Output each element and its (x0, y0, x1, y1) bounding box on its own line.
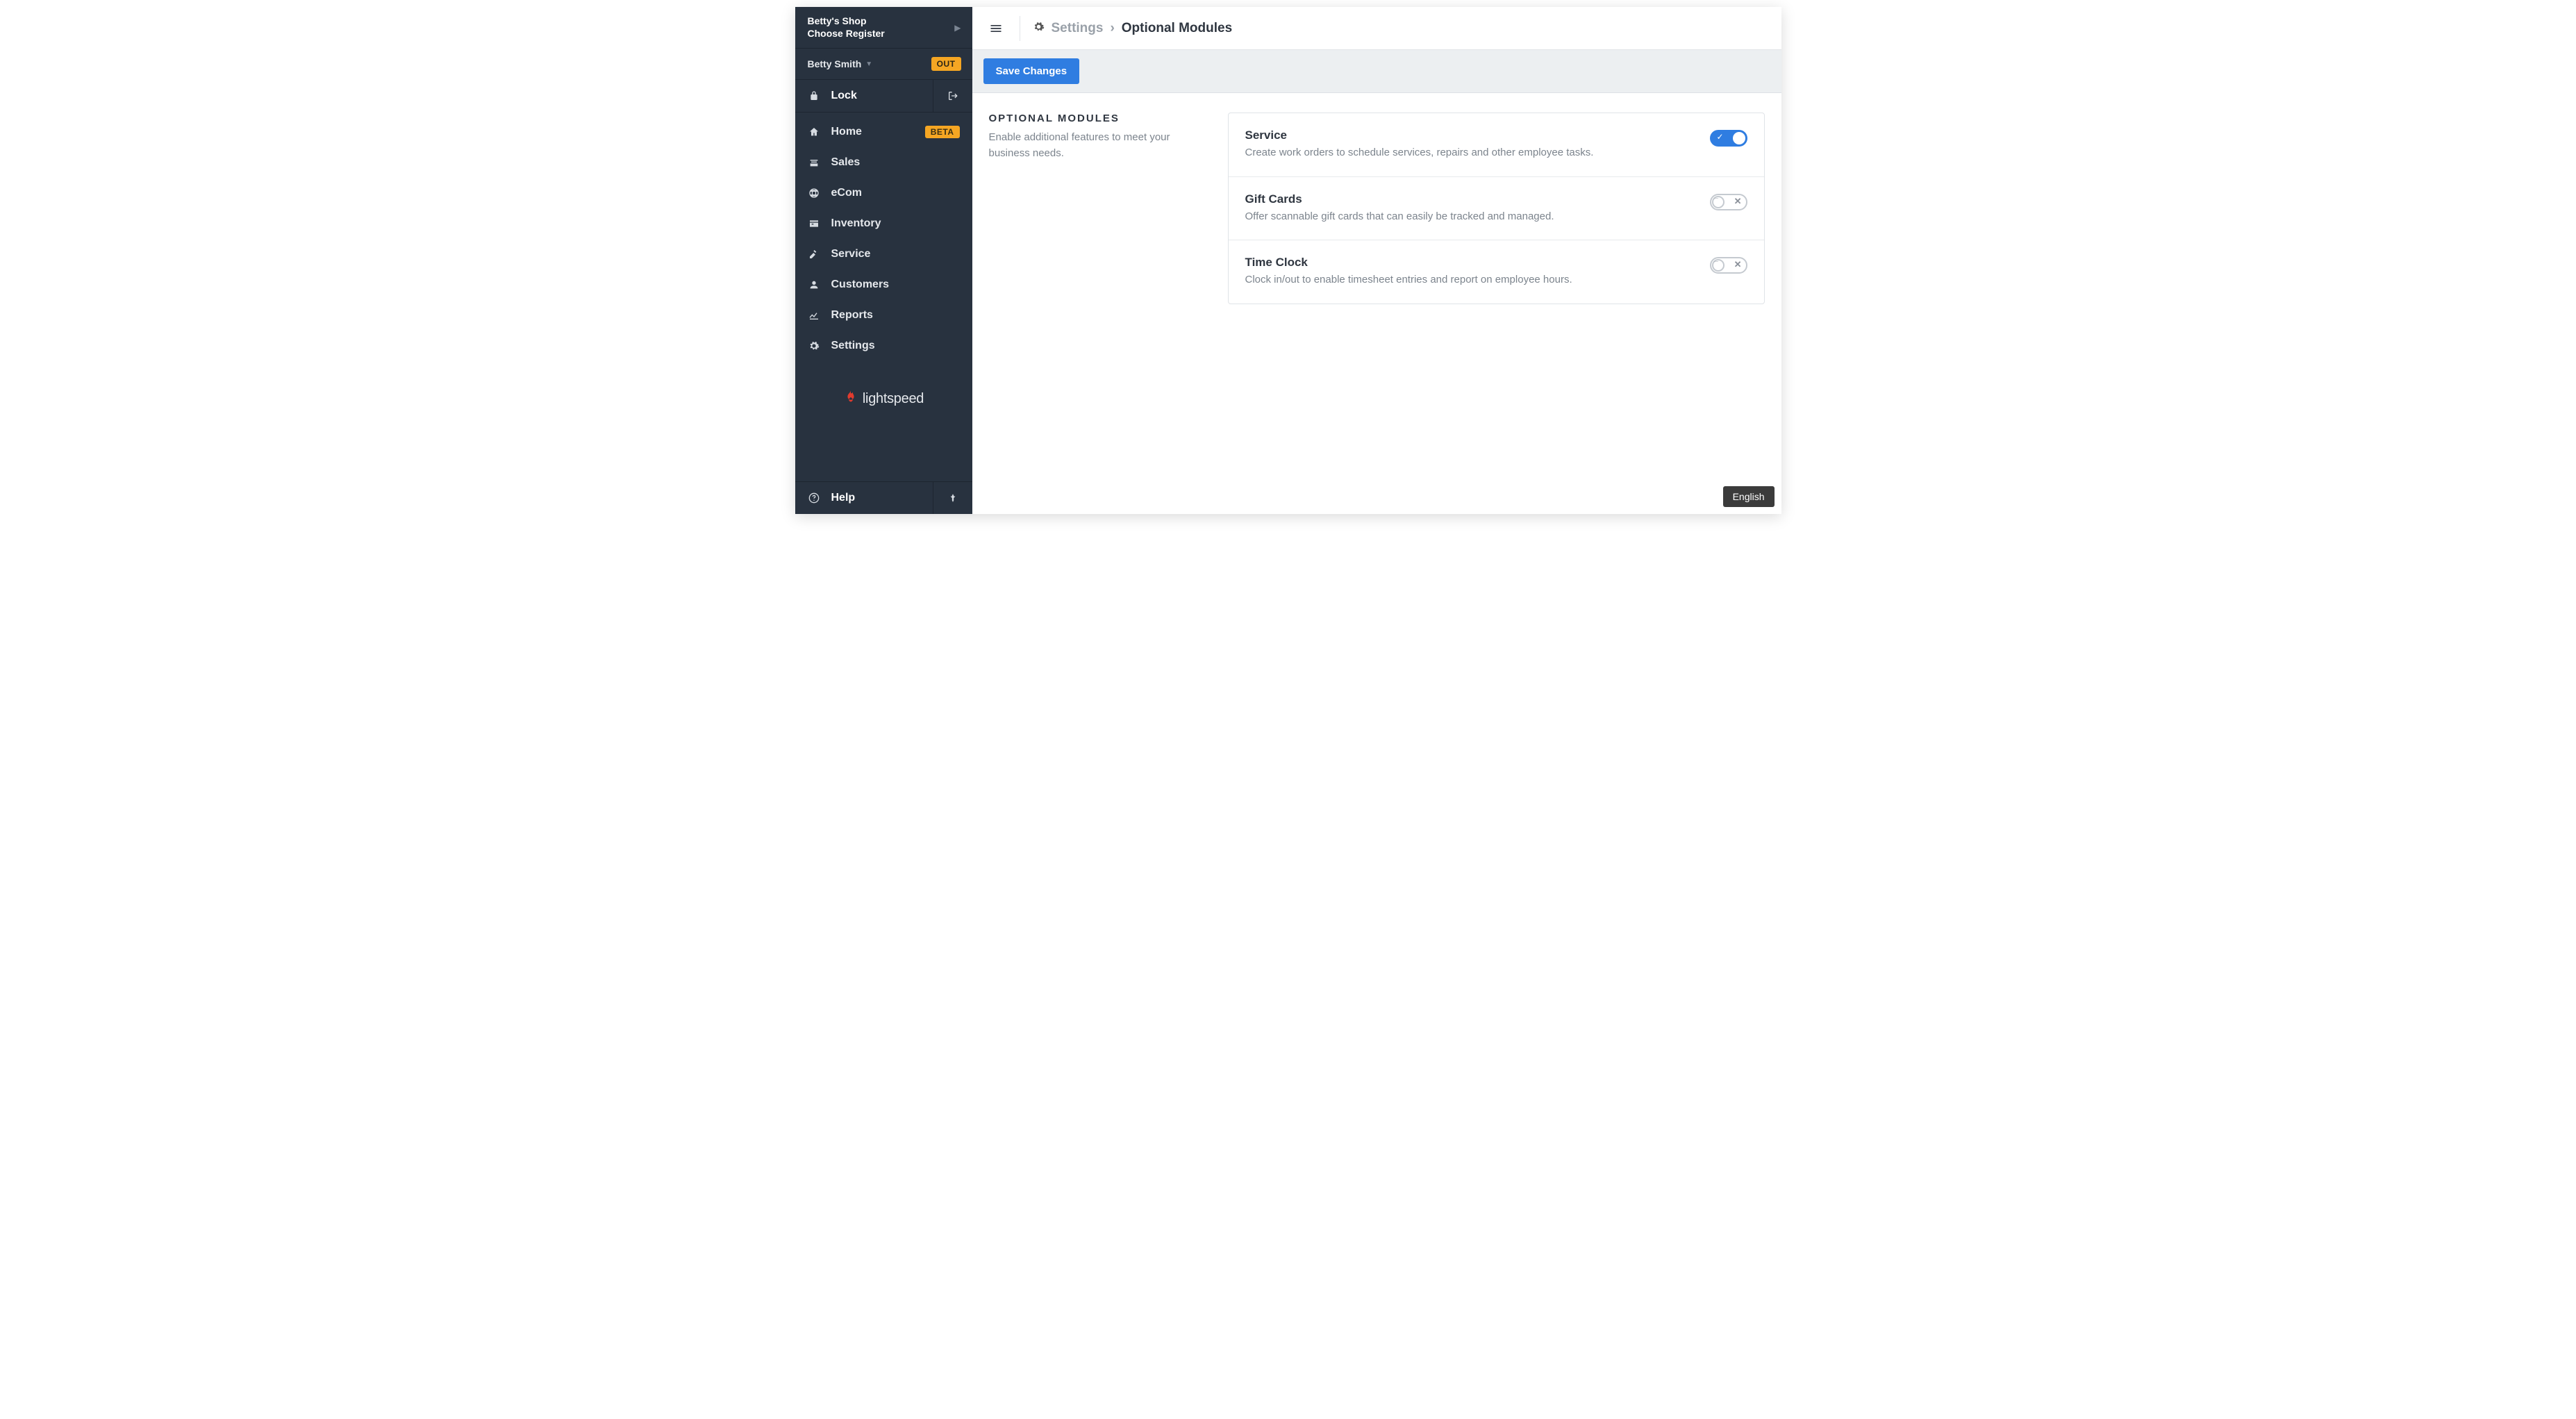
module-description: Offer scannable gift cards that can easi… (1245, 209, 1693, 225)
sidebar-item-inventory[interactable]: Inventory (795, 208, 972, 239)
module-title: Service (1245, 128, 1693, 142)
module-row-service: Service Create work orders to schedule s… (1229, 113, 1764, 177)
sidebar-item-settings[interactable]: Settings (795, 331, 972, 361)
lock-label: Lock (831, 90, 857, 102)
breadcrumb: Settings › Optional Modules (1033, 21, 1233, 36)
chevron-right-icon: ▶ (954, 23, 961, 33)
hammer-icon (808, 249, 820, 260)
section-title: OPTIONAL MODULES (989, 113, 1211, 124)
sidebar-item-label: Settings (831, 340, 875, 352)
module-row-timeclock: Time Clock Clock in/out to enable timesh… (1229, 240, 1764, 304)
inventory-icon (808, 218, 820, 229)
help-button[interactable]: Help (795, 482, 933, 514)
logo-text: lightspeed (863, 391, 924, 407)
user-icon (808, 279, 820, 290)
sidebar-item-customers[interactable]: Customers (795, 269, 972, 300)
flame-icon (843, 389, 858, 408)
main-content: Settings › Optional Modules Save Changes… (972, 7, 1781, 514)
module-row-giftcards: Gift Cards Offer scannable gift cards th… (1229, 177, 1764, 241)
sidebar-item-label: Customers (831, 279, 890, 291)
gear-icon (1033, 21, 1045, 36)
module-description: Clock in/out to enable timesheet entries… (1245, 272, 1693, 288)
x-icon: ✕ (1734, 259, 1742, 270)
user-name: Betty Smith ▼ (808, 58, 873, 69)
sidebar-item-label: Home (831, 126, 862, 138)
chevron-down-icon: ▼ (865, 60, 872, 68)
module-title: Gift Cards (1245, 192, 1693, 206)
chevron-right-icon: › (1110, 21, 1114, 36)
reports-icon (808, 310, 820, 321)
module-title: Time Clock (1245, 256, 1693, 269)
sidebar-item-home[interactable]: Home BETA (795, 117, 972, 147)
register-label: Choose Register (808, 28, 885, 40)
section-description: Enable additional features to meet your … (989, 130, 1211, 161)
status-badge: OUT (931, 57, 961, 71)
sidebar-item-label: Inventory (831, 217, 881, 230)
sidebar-item-sales[interactable]: Sales (795, 147, 972, 178)
x-icon: ✕ (1734, 196, 1742, 207)
module-toggle-service[interactable]: ✓ (1710, 130, 1747, 147)
sidebar: Betty's Shop Choose Register ▶ Betty Smi… (795, 7, 972, 514)
module-toggle-giftcards[interactable]: ✕ (1710, 194, 1747, 210)
sidebar-item-ecom[interactable]: eCom (795, 178, 972, 208)
save-button[interactable]: Save Changes (983, 58, 1080, 84)
sidebar-item-label: Service (831, 248, 871, 260)
pin-icon (947, 493, 959, 503)
module-toggle-timeclock[interactable]: ✕ (1710, 257, 1747, 274)
topbar: Settings › Optional Modules (972, 7, 1781, 50)
menu-toggle-button[interactable] (985, 17, 1007, 40)
sidebar-item-reports[interactable]: Reports (795, 300, 972, 331)
breadcrumb-current: Optional Modules (1122, 21, 1232, 36)
breadcrumb-parent[interactable]: Settings (1052, 21, 1104, 36)
shop-selector[interactable]: Betty's Shop Choose Register ▶ (795, 7, 972, 49)
gear-icon (808, 340, 820, 351)
sidebar-item-label: Reports (831, 309, 873, 322)
logout-button[interactable] (933, 80, 972, 112)
sidebar-item-label: Sales (831, 156, 861, 169)
help-label: Help (831, 492, 856, 504)
shop-name: Betty's Shop (808, 15, 885, 28)
check-icon: ✓ (1717, 132, 1724, 142)
modules-panel: Service Create work orders to schedule s… (1228, 113, 1765, 304)
module-description: Create work orders to schedule services,… (1245, 145, 1693, 161)
lock-icon (808, 90, 820, 101)
nav-list: Home BETA Sales eCom Inventory (795, 113, 972, 361)
sidebar-item-service[interactable]: Service (795, 239, 972, 269)
sidebar-item-label: eCom (831, 187, 862, 199)
pin-button[interactable] (933, 482, 972, 514)
lock-button[interactable]: Lock (795, 80, 933, 112)
help-icon (808, 492, 820, 504)
logo: lightspeed (795, 389, 972, 408)
globe-icon (808, 188, 820, 199)
language-button[interactable]: English (1723, 486, 1775, 507)
sales-icon (808, 157, 820, 168)
hamburger-icon (989, 22, 1003, 35)
logout-icon (947, 90, 959, 101)
action-bar: Save Changes (972, 50, 1781, 93)
user-selector[interactable]: Betty Smith ▼ OUT (795, 49, 972, 80)
beta-badge: BETA (925, 126, 960, 138)
home-icon (808, 126, 820, 138)
